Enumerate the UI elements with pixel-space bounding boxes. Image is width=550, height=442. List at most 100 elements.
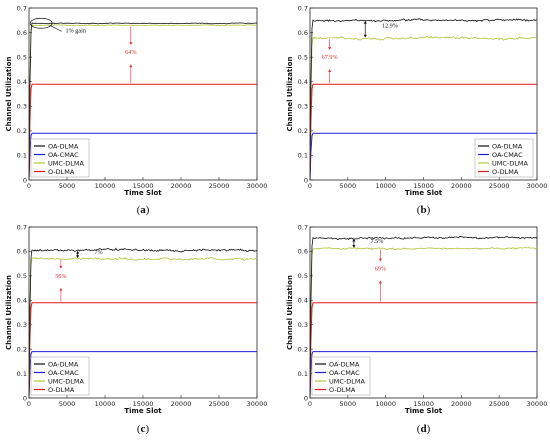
series-line-oa-cmac (28, 351, 257, 399)
x-axis-label: Time Slot (405, 189, 443, 197)
x-tick-label: 10000 (375, 400, 396, 408)
gain-arrow-head (363, 21, 367, 24)
y-axis-label: Channel Utilization (286, 57, 294, 132)
y-tick-label: 0.5 (298, 272, 308, 280)
legend-label: UMC-DLMA (48, 159, 84, 167)
pct-label: 67.9% (322, 54, 338, 61)
x-tick-label: 15000 (133, 182, 154, 190)
series-line-oa-dlma (309, 18, 537, 181)
y-tick-label: 0.5 (298, 53, 308, 61)
x-tick-label: 25000 (489, 400, 510, 408)
y-tick-label: 0.6 (298, 29, 308, 37)
pct-arrow-head (59, 288, 63, 291)
x-tick-label: 15000 (413, 400, 434, 408)
y-tick-label: 0.7 (17, 4, 27, 12)
panel-label: (b) (417, 204, 431, 216)
x-tick-label: 5000 (59, 182, 76, 190)
y-tick-label: 0.3 (17, 321, 27, 329)
series-line-umc-dlma (28, 256, 258, 399)
y-tick-label: 0.4 (17, 78, 27, 86)
y-axis-label: Channel Utilization (5, 57, 13, 132)
y-axis-label: Channel Utilization (5, 275, 13, 350)
y-tick-label: 0 (304, 176, 308, 184)
legend-label: UMC-DLMA (492, 159, 528, 167)
gain-arrow-head (352, 238, 356, 242)
pct-arrow-head (378, 280, 382, 284)
legend-label: OA-DLMA (492, 142, 523, 150)
series-line-oa-cmac (309, 351, 537, 399)
x-axis-label: Time Slot (124, 189, 162, 197)
y-tick-label: 0.7 (298, 223, 308, 231)
series-line-umc-dlma (309, 35, 538, 181)
y-tick-label: 0.3 (17, 103, 27, 111)
x-tick-label: 0 (308, 182, 312, 190)
series-line-oa-cmac (309, 132, 537, 181)
pct-label: 64% (125, 49, 136, 56)
y-tick-label: 0.6 (17, 29, 27, 37)
y-tick-label: 0.7 (17, 223, 27, 231)
y-tick-label: 0.2 (298, 345, 308, 353)
gain-arrow-head (363, 34, 367, 38)
series-line-umc-dlma (28, 24, 258, 181)
pct-arrow-head (378, 258, 382, 262)
x-tick-label: 0 (27, 400, 31, 408)
y-tick-label: 0.1 (298, 152, 308, 160)
gain-label: 1% gain (65, 28, 85, 35)
gain-arrow-head (76, 255, 80, 258)
series-line-oa-dlma (309, 235, 538, 399)
x-tick-label: 30000 (247, 400, 268, 408)
gain-arrow-head (76, 251, 80, 254)
x-tick-label: 30000 (247, 182, 268, 190)
x-tick-label: 20000 (171, 400, 192, 408)
legend-box (474, 138, 534, 178)
y-tick-label: 0.2 (17, 345, 27, 353)
x-tick-label: 15000 (413, 182, 434, 190)
gain-pointer (49, 24, 62, 32)
pct-arrow-head (129, 64, 133, 68)
y-tick-label: 0.5 (17, 272, 27, 280)
panel-letter: c (141, 423, 146, 435)
legend-label: OA-DLMA (329, 360, 360, 368)
panel-letter: a (140, 204, 146, 216)
legend-label: OA-DLMA (48, 360, 79, 368)
x-tick-label: 5000 (340, 400, 357, 408)
legend-label: UMC-DLMA (48, 377, 84, 385)
panel-letter: b (420, 204, 426, 216)
legend-label: OA-CMAC (492, 151, 523, 159)
x-tick-label: 20000 (171, 182, 192, 190)
legend-label: UMC-DLMA (329, 377, 365, 385)
y-tick-label: 0.1 (17, 370, 27, 378)
x-tick-label: 15000 (133, 400, 154, 408)
gain-arrow-head (352, 244, 356, 248)
x-tick-label: 30000 (527, 182, 548, 190)
y-tick-label: 0.7 (298, 4, 308, 12)
x-axis-label: Time Slot (405, 407, 443, 415)
x-tick-label: 5000 (59, 400, 76, 408)
legend-label: OA-CMAC (48, 151, 79, 159)
gain-label: 7% (94, 249, 102, 256)
legend-box (30, 356, 90, 396)
panel-label: (d) (417, 423, 431, 435)
y-tick-label: 0.6 (298, 248, 308, 256)
x-tick-label: 20000 (451, 182, 472, 190)
chart-panel-b: 0 0.1 0.2 0.3 0.4 0.5 0.6 0.7 0 5000 10000 15000 200… (286, 4, 547, 216)
legend-label: OA-CMAC (329, 369, 360, 377)
gain-label: 12.9% (382, 23, 398, 30)
pct-arrow-head (59, 265, 63, 269)
y-tick-label: 0.4 (298, 297, 308, 305)
chart-panel-d: 0 0.1 0.2 0.3 0.4 0.5 0.6 0.7 0 5000 10000 15000 200… (286, 223, 547, 435)
y-tick-label: 0.5 (17, 53, 27, 61)
series-line-oa-dlma (28, 247, 258, 399)
x-tick-label: 0 (27, 182, 31, 190)
legend-box (311, 356, 371, 396)
legend-label: O-DLMA (48, 386, 75, 394)
x-axis-label: Time Slot (124, 407, 162, 415)
x-tick-label: 10000 (95, 182, 116, 190)
y-axis-label: Channel Utilization (286, 275, 294, 350)
panel-letter: d (420, 423, 426, 435)
y-tick-label: 0.4 (298, 78, 308, 86)
pct-label: 56% (55, 273, 66, 280)
y-tick-label: 0.1 (17, 152, 27, 160)
y-tick-label: 0.1 (298, 370, 308, 378)
